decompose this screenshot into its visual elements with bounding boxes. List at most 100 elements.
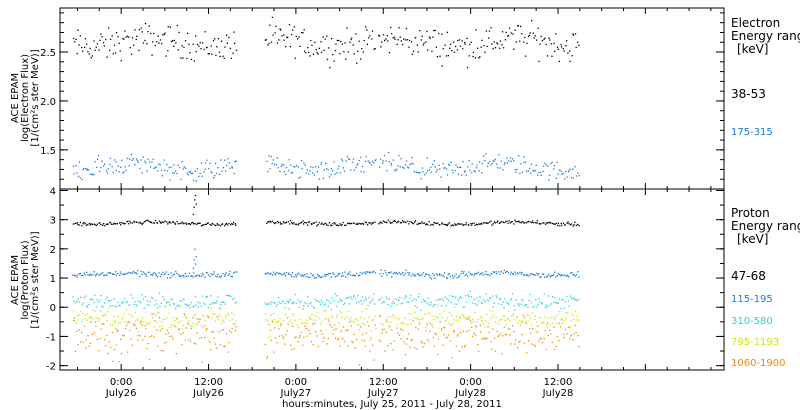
data-point <box>366 321 368 323</box>
data-point <box>198 321 200 323</box>
data-point <box>302 220 304 222</box>
data-point <box>268 221 270 223</box>
data-point <box>293 314 295 316</box>
data-point <box>481 172 483 174</box>
data-point <box>369 302 371 304</box>
data-point <box>421 221 423 223</box>
data-point <box>137 161 140 163</box>
data-point <box>329 324 331 326</box>
data-point <box>278 335 280 337</box>
data-point <box>520 25 522 28</box>
data-point <box>451 323 454 325</box>
data-point <box>311 172 314 174</box>
data-point <box>411 222 414 224</box>
data-point <box>405 221 407 224</box>
data-point <box>365 156 367 158</box>
data-point <box>417 328 419 330</box>
data-point <box>321 333 323 335</box>
data-point <box>427 49 429 51</box>
data-point <box>148 25 150 27</box>
data-point <box>309 316 311 318</box>
data-point <box>129 158 131 160</box>
data-point <box>146 43 148 45</box>
data-point <box>503 163 505 165</box>
data-point <box>88 222 90 225</box>
data-point <box>457 300 460 302</box>
data-point <box>231 223 233 225</box>
data-point <box>326 58 329 61</box>
data-point <box>209 223 211 226</box>
data-point <box>91 173 93 176</box>
data-point <box>504 333 507 335</box>
data-point <box>439 273 441 275</box>
data-point <box>192 213 195 216</box>
data-point <box>576 300 579 302</box>
data-point <box>527 221 529 223</box>
data-point <box>558 273 561 276</box>
data-point <box>364 297 366 299</box>
data-point <box>222 223 224 225</box>
data-point <box>125 327 127 330</box>
data-point <box>329 322 331 325</box>
data-point <box>333 222 336 224</box>
data-point <box>323 169 325 171</box>
data-point <box>330 224 332 226</box>
data-point <box>163 273 165 276</box>
data-point <box>528 340 530 342</box>
data-point <box>139 221 141 224</box>
data-point <box>461 174 463 176</box>
data-point <box>310 166 312 168</box>
legend-bottom-47-68: 47-68 <box>731 269 766 283</box>
data-point <box>570 335 572 337</box>
data-point <box>234 330 236 332</box>
data-point <box>77 319 79 321</box>
data-point <box>208 340 210 342</box>
data-point <box>288 300 290 302</box>
data-point <box>477 271 480 273</box>
data-point <box>163 159 165 161</box>
data-point <box>348 158 351 160</box>
data-point <box>157 35 159 37</box>
data-point <box>446 174 449 176</box>
data-point <box>455 164 457 166</box>
data-point <box>279 318 281 320</box>
data-point <box>309 332 311 335</box>
data-point <box>165 55 167 57</box>
data-point <box>219 276 222 279</box>
data-point <box>512 33 514 35</box>
data-point <box>97 320 99 322</box>
data-point <box>150 221 152 224</box>
data-point <box>99 273 101 276</box>
data-point <box>492 223 494 225</box>
data-point <box>433 345 436 347</box>
data-point <box>265 313 267 315</box>
data-point <box>312 274 314 276</box>
data-point <box>192 223 195 225</box>
data-point <box>75 322 77 324</box>
data-point <box>573 224 575 226</box>
data-point <box>72 37 75 40</box>
data-point <box>430 304 432 306</box>
data-point <box>482 323 484 325</box>
data-point <box>354 297 356 299</box>
data-point <box>158 311 160 313</box>
data-point <box>147 343 149 345</box>
data-point <box>504 39 507 41</box>
data-point <box>473 170 475 172</box>
data-point <box>408 272 411 274</box>
data-point <box>379 273 381 275</box>
data-point <box>148 271 150 273</box>
data-point <box>534 345 536 347</box>
data-point <box>176 172 178 175</box>
data-point <box>577 172 579 174</box>
data-point <box>118 361 120 363</box>
data-point <box>193 206 195 208</box>
data-point <box>511 315 513 317</box>
data-point <box>501 44 503 46</box>
data-point <box>79 221 81 224</box>
data-point <box>435 222 437 225</box>
data-point <box>315 331 317 333</box>
data-point <box>188 43 190 45</box>
data-point <box>142 42 145 44</box>
data-point <box>93 173 95 176</box>
